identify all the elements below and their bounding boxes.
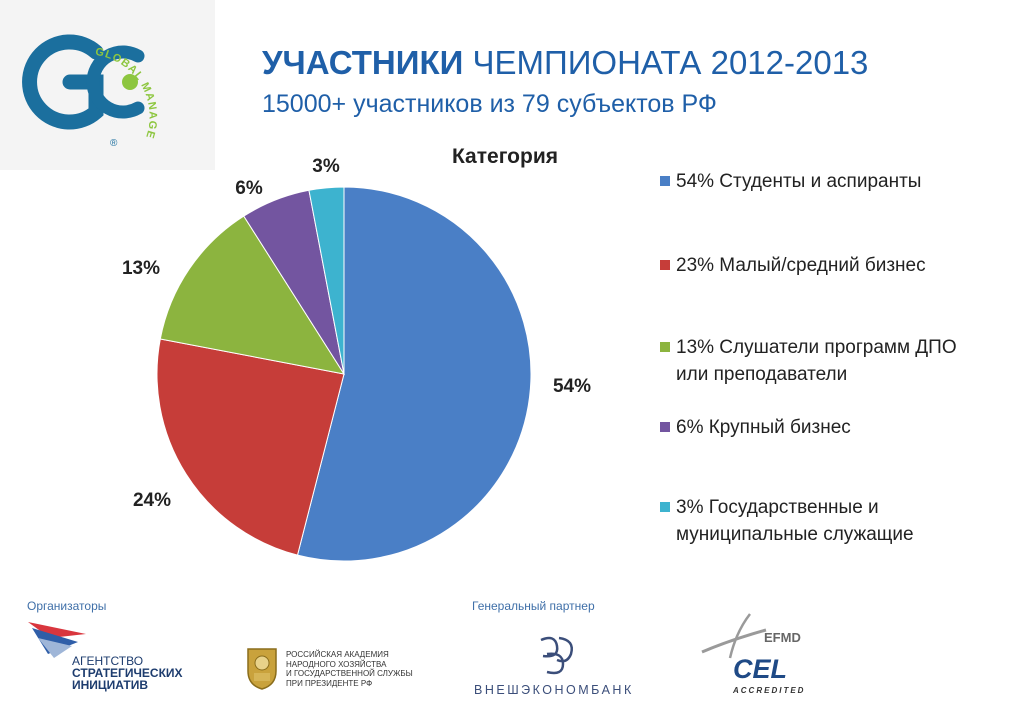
logo-letter-g [22, 34, 104, 130]
page-title-bold: УЧАСТНИКИ [262, 44, 464, 81]
organizers-label: Организаторы [27, 599, 107, 613]
pie-slice [156, 338, 345, 556]
ranepa-line-4: ПРИ ПРЕЗИДЕНТЕ РФ [286, 678, 373, 688]
efmd-swoosh-icon [701, 613, 767, 659]
logo-green-dot [122, 74, 138, 90]
logo-registered-mark: ® [110, 138, 118, 149]
ranepa-logo-text: РОССИЙСКАЯ АКАДЕМИЯ НАРОДНОГО ХОЗЯЙСТВА … [286, 650, 413, 688]
legend-label: 13% Слушатели программ ДПО или преподава… [676, 337, 957, 385]
legend-item: 6% Крупный бизнес [660, 414, 986, 441]
legend-swatch [660, 260, 670, 270]
legend-label: 6% Крупный бизнес [676, 417, 851, 438]
cel-logo-text: CEL [733, 654, 787, 684]
legend-item: 23% Малый/средний бизнес [660, 252, 986, 279]
asi-line-1: АГЕНТСТВО [72, 654, 144, 668]
legend-label: 3% Государственные и муниципальные служа… [676, 497, 914, 545]
legend-swatch [660, 176, 670, 186]
chart-title: Категория [451, 145, 558, 168]
pie-data-label: 13% [122, 258, 160, 279]
pie-data-label: 24% [133, 490, 171, 511]
ranepa-line-3: И ГОСУДАРСТВЕННОЙ СЛУЖБЫ [286, 669, 413, 678]
pie-slice [308, 186, 345, 375]
legend-swatch [660, 502, 670, 512]
page-title: УЧАСТНИКИ ЧЕМПИОНАТА 2012-2013 [262, 44, 868, 82]
logo-letter-c [86, 45, 145, 119]
efmd-logo-text: EFMD [764, 630, 801, 645]
asi-line-2: СТРАТЕГИЧЕСКИХ [72, 666, 183, 680]
legend-item: 54% Студенты и аспиранты [660, 168, 986, 195]
partner-label: Генеральный партнер [472, 599, 595, 613]
pie-data-label: 3% [312, 156, 340, 177]
pie-data-label: 54% [553, 376, 591, 397]
legend-label: 54% Студенты и аспиранты [676, 171, 922, 192]
pie-data-label: 6% [235, 178, 263, 199]
ranepa-line-2: НАРОДНОГО ХОЗЯЙСТВА [286, 659, 387, 669]
page-subtitle: 15000+ участников из 79 субъектов РФ [262, 90, 717, 118]
gc-logo: GLOBAL MANAGEMENT CHALLENGE ® [0, 0, 215, 170]
legend-item: 3% Государственные и муниципальные служа… [660, 494, 986, 548]
legend-swatch [660, 342, 670, 352]
legend-item: 13% Слушатели программ ДПО или преподава… [660, 334, 986, 388]
page-title-rest: ЧЕМПИОНАТА 2012-2013 [472, 44, 869, 81]
accredited-text: ACCREDITED [733, 686, 806, 695]
asi-logo-icon [28, 622, 86, 658]
pie-slice [159, 215, 346, 375]
ranepa-emblem-icon [247, 648, 277, 690]
legend-swatch [660, 422, 670, 432]
pie-slice [296, 186, 532, 562]
ranepa-line-1: РОССИЙСКАЯ АКАДЕМИЯ [286, 650, 389, 659]
veb-emblem-icon [540, 636, 573, 675]
pie-chart: 54% 24% 13% 6% 3% [122, 156, 591, 562]
asi-line-3: ИНИЦИАТИВ [72, 678, 148, 692]
legend-label: 23% Малый/средний бизнес [676, 255, 926, 276]
asi-logo-text: АГЕНТСТВО СТРАТЕГИЧЕСКИХ ИНИЦИАТИВ [72, 655, 183, 691]
veb-logo-text: ВНЕШЭКОНОМБАНК [474, 683, 634, 697]
